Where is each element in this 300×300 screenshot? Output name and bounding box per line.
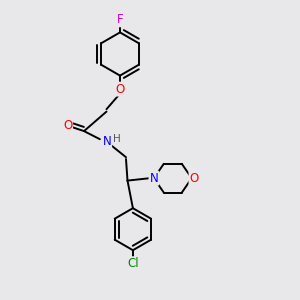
Text: O: O (190, 172, 199, 185)
Text: O: O (116, 82, 124, 96)
Text: N: N (102, 135, 111, 148)
Text: Cl: Cl (127, 257, 139, 270)
Text: H: H (113, 134, 121, 144)
Text: O: O (63, 119, 72, 132)
Text: N: N (149, 172, 158, 185)
Text: F: F (117, 13, 123, 26)
